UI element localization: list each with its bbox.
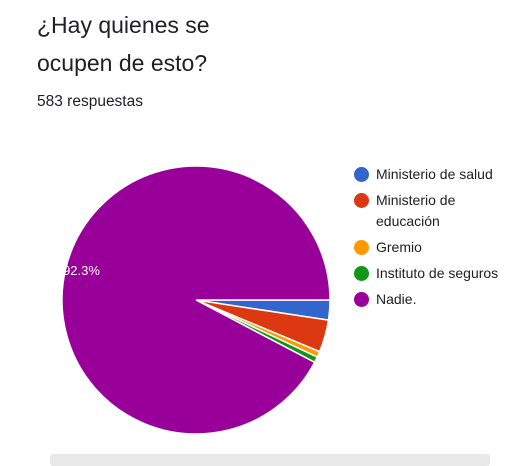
legend-item-ministerio-salud[interactable]: Ministerio de salud [354,164,499,185]
legend-swatch-icon [354,240,369,255]
pie-slice-nadie[interactable] [61,165,331,435]
legend-item-nadie[interactable]: Nadie. [354,289,499,310]
next-card-edge [50,454,490,466]
legend-label: Gremio [376,239,422,255]
legend-label: Ministerio de salud [376,166,493,182]
legend-item-gremio[interactable]: Gremio [354,237,499,258]
legend-item-ministerio-educacion[interactable]: Ministerio de educación [354,190,499,232]
legend-swatch-icon [354,167,369,182]
legend-label: Nadie. [376,291,417,307]
legend-label: Instituto de seguros [376,265,499,281]
chart-legend: Ministerio de salud Ministerio de educaci… [354,164,499,315]
pie-label-nadie: 92.3% [63,263,100,278]
legend-item-instituto-seguros[interactable]: Instituto de seguros [354,263,499,284]
legend-label: Ministerio de educación [376,192,456,229]
legend-swatch-icon [354,292,369,307]
response-count: 583 respuestas [37,93,143,110]
question-title: ¿Hay quienes se ocupen de esto? [37,12,210,76]
legend-swatch-icon [354,266,369,281]
legend-swatch-icon [354,193,369,208]
